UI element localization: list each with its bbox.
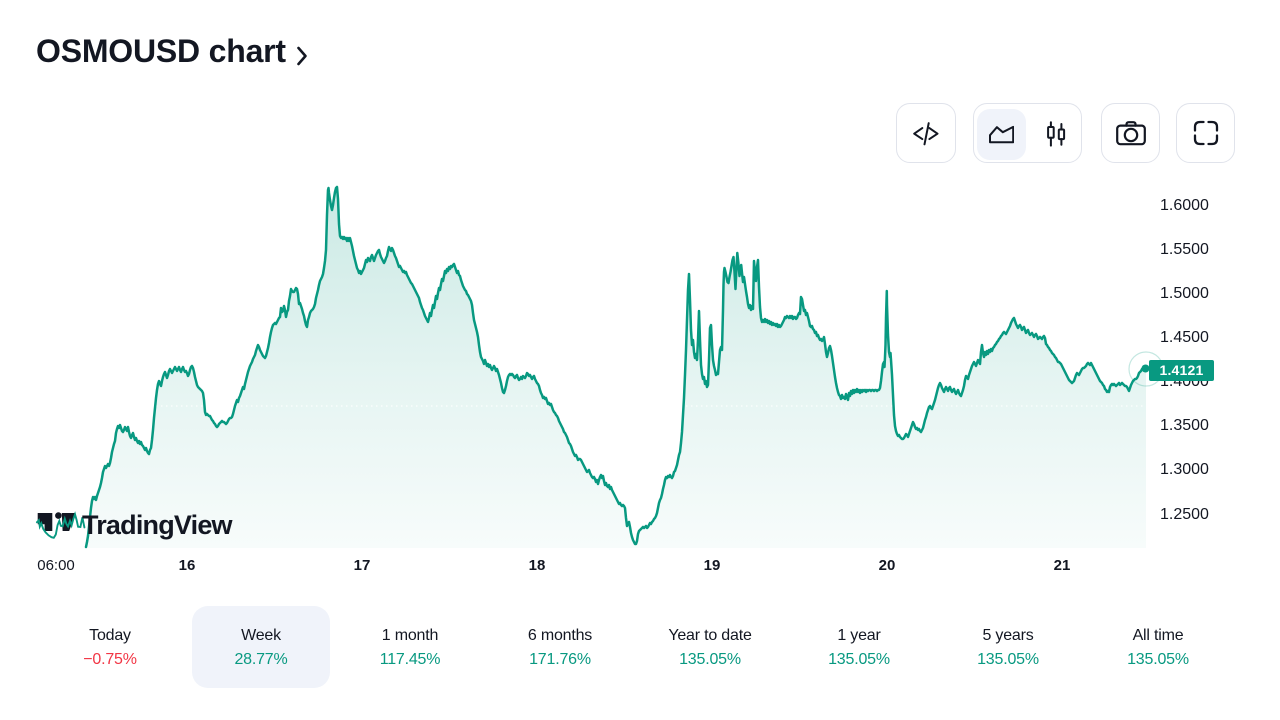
svg-text:TradingView: TradingView [82, 510, 234, 540]
